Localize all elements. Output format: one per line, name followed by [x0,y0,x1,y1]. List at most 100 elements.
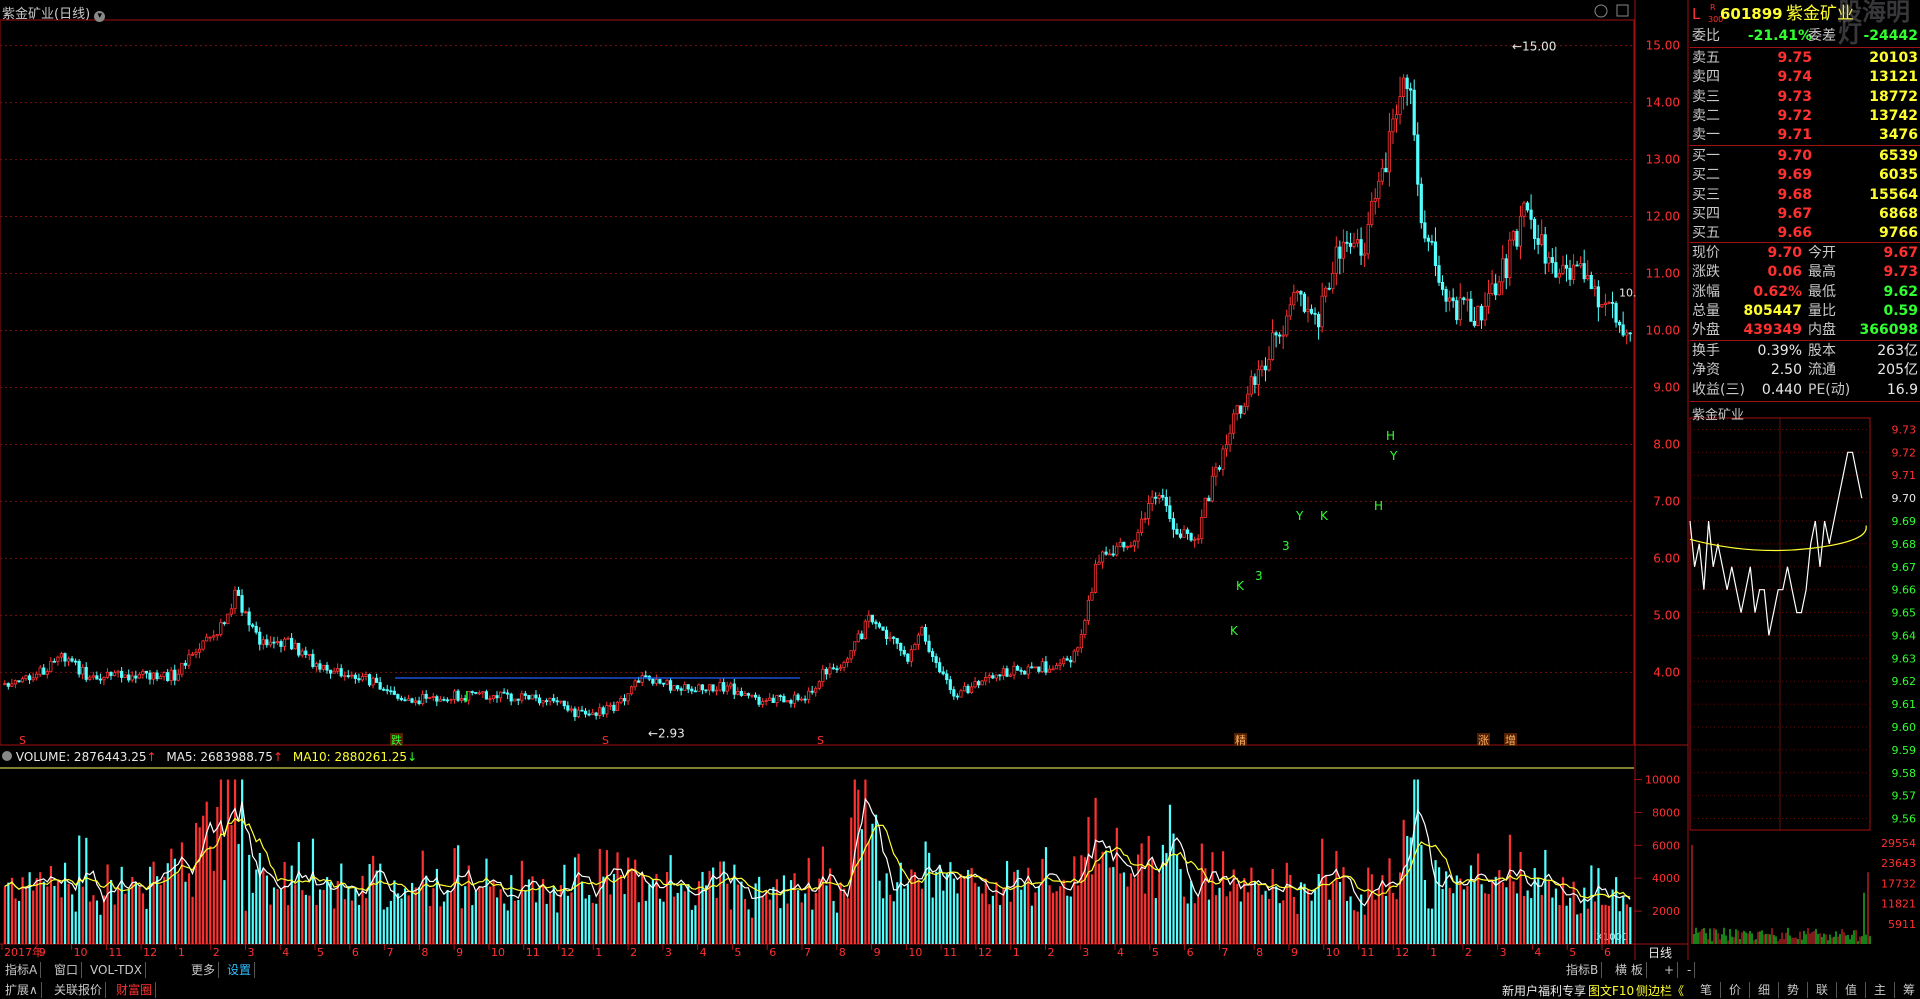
right-tab[interactable]: 势 [1779,982,1808,998]
price-tick-label: 9.00 [1653,380,1680,394]
candle-body [1494,283,1498,296]
bid-row[interactable]: 买四 9.67 6868 [1690,205,1920,224]
indicator-tab-right[interactable]: + [1661,962,1679,978]
fund-label: 换手 [1692,343,1720,359]
dropdown-icon[interactable]: ▾ [94,11,106,22]
indicator-tab-right[interactable]: 指标B [1563,962,1603,978]
right-tab[interactable]: 值 [1837,982,1866,998]
price-tick-label: 10.00 [1646,323,1680,337]
candle-body [860,633,864,639]
volume-bar [1105,850,1108,944]
volume-settings-icon[interactable] [2,751,12,761]
right-tab[interactable]: 细 [1750,982,1779,998]
indicator-tab[interactable]: VOL-TDX [87,962,146,978]
time-label: 8 [1256,946,1263,959]
volume-bar [889,894,892,944]
ask-row[interactable]: 卖一 9.71 3476 [1690,126,1920,145]
ask-volume: 13742 [1869,107,1918,124]
indicator-tab-right[interactable]: 横 板 [1612,962,1647,978]
price-tick-label: 14.00 [1646,96,1680,110]
volume-bar [269,904,272,944]
volume-bar [981,893,984,944]
event-marker[interactable]: 精 [1235,734,1246,747]
right-tab[interactable]: 联 [1808,982,1837,998]
bid-label: 买五 [1692,225,1720,242]
time-label: 11 [526,946,540,959]
f10-link[interactable]: 图文F10 [1588,984,1635,998]
volume-bar [223,880,226,944]
volume-bar [1129,873,1133,944]
candle-body [1618,321,1622,326]
time-label: 5 [317,946,324,959]
promo-link[interactable]: 新用户福利专享 [1502,984,1587,998]
bid-row[interactable]: 买五 9.66 9766 [1690,224,1920,243]
volume-bar [1243,878,1246,944]
indicator-tab[interactable]: 设置 [224,962,256,978]
ask-label: 卖四 [1692,69,1720,86]
candle-body [254,625,258,633]
volume-bar [963,876,966,944]
candle-body [307,653,311,656]
event-marker[interactable]: 涨 [1478,734,1489,747]
ask-row[interactable]: 卖二 9.72 13742 [1690,107,1920,126]
period-label[interactable]: 日线 [1648,946,1672,960]
volume-bar [878,880,881,944]
bid-row[interactable]: 买一 9.70 6539 [1690,147,1920,166]
volume-bar [1558,904,1561,944]
volume-bar [1119,873,1122,944]
candle-body [548,697,552,702]
volume-bar [67,883,70,944]
volume-bar [952,878,956,944]
candle-body [923,626,928,642]
volume-bar [78,835,81,944]
extension-tab[interactable]: 财富圈 [113,982,157,998]
volume-bar [350,900,354,944]
volume-bar [1356,911,1359,944]
volume-bar [913,872,917,944]
volume-bar [163,876,166,944]
ask-row[interactable]: 卖四 9.74 13121 [1690,68,1920,87]
indicator-tab[interactable]: 指标A [2,962,42,978]
ask-row[interactable]: 卖三 9.73 18772 [1690,88,1920,107]
candle-body [20,678,25,683]
maximize-icon[interactable] [1616,4,1629,17]
indicator-tab[interactable]: 更多 [188,962,220,978]
event-marker[interactable]: S [19,734,26,747]
volume-bar [318,889,322,944]
candle-body [463,698,467,701]
extension-tab[interactable]: 扩展∧ [2,982,42,998]
settings-icon[interactable] [1594,4,1608,18]
volume-bar [7,882,10,944]
right-tab[interactable]: 主 [1866,982,1895,998]
time-label: 6 [769,946,776,959]
right-tab[interactable]: 笔 [1692,982,1721,998]
candle-body [1200,517,1204,540]
bid-row[interactable]: 买三 9.68 15564 [1690,186,1920,205]
candle-body [1568,267,1572,280]
event-marker[interactable]: 跌 [391,733,402,747]
candle-body [382,688,386,691]
bid-row[interactable]: 买二 9.69 6035 [1690,166,1920,185]
volume-bar [974,882,977,944]
indicator-tab-right[interactable]: - [1684,962,1696,978]
fund-label: 收益(三) [1692,381,1745,398]
volume-bar [173,858,176,944]
right-tab[interactable]: 价 [1721,982,1750,998]
candle-body [215,634,219,637]
candle-body [814,687,818,693]
event-marker[interactable]: S [602,734,609,747]
indicator-tab[interactable]: 窗口 [51,962,83,978]
candle-body [1377,180,1381,199]
event-marker[interactable]: 增 [1505,733,1516,747]
event-marker[interactable]: S [817,734,824,747]
candle-body [973,681,977,688]
volume-bar [545,903,548,944]
candle-body [286,637,290,640]
extension-tab[interactable]: 关联报价 [51,982,107,998]
sidebar-toggle[interactable]: 侧边栏《 [1636,984,1685,998]
ask-row[interactable]: 卖五 9.75 20103 [1690,49,1920,68]
right-tab[interactable]: 筹 [1895,982,1920,998]
time-label: 4 [282,946,289,959]
time-label: 12 [143,946,157,959]
